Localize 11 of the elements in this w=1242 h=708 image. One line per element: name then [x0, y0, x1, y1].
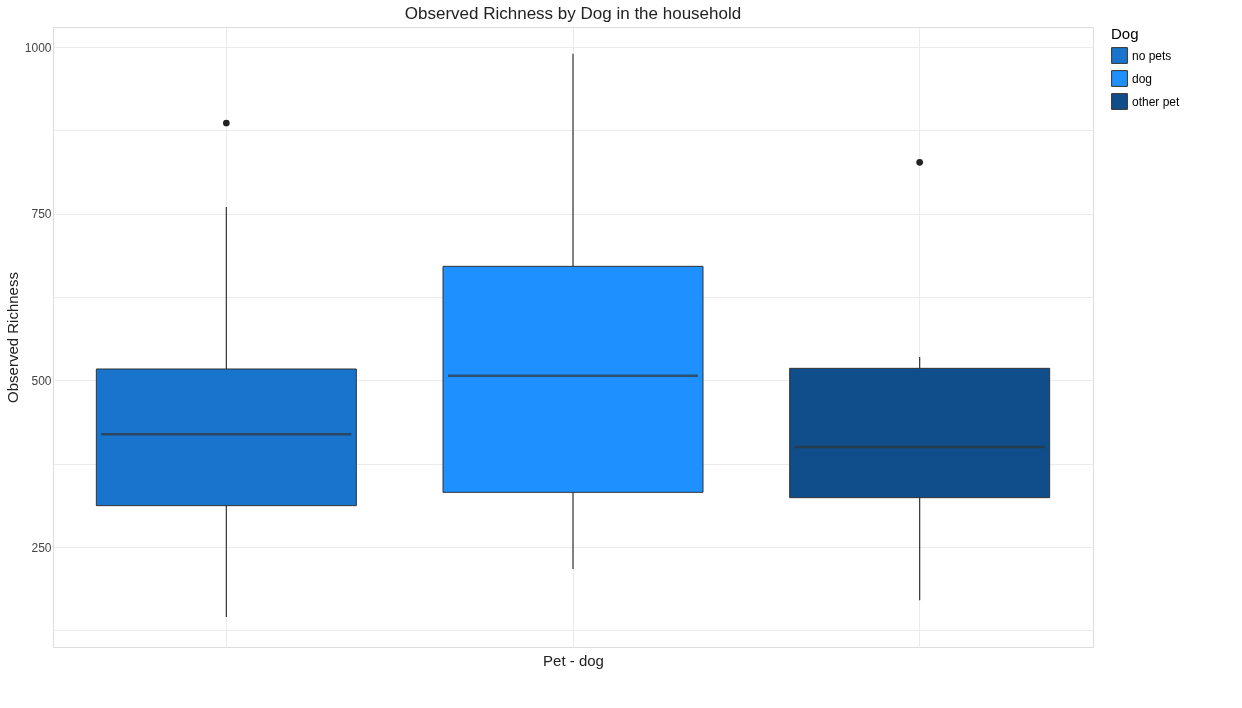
legend-title: Dog: [1111, 25, 1139, 42]
y-tick-label: 1000: [24, 40, 52, 55]
y-tick-label: 750: [31, 207, 52, 222]
x-axis-title: Pet - dog: [543, 651, 604, 669]
legend-label: other pet: [1132, 94, 1181, 109]
legend-label: dog: [1132, 71, 1153, 86]
y-axis-title: Observed Richness: [3, 272, 21, 403]
chart-title: Observed Richness by Dog in the household: [404, 4, 742, 23]
legend-label: no pets: [1132, 48, 1172, 63]
y-tick-label: 500: [31, 373, 52, 388]
y-tick-label: 250: [31, 540, 52, 555]
